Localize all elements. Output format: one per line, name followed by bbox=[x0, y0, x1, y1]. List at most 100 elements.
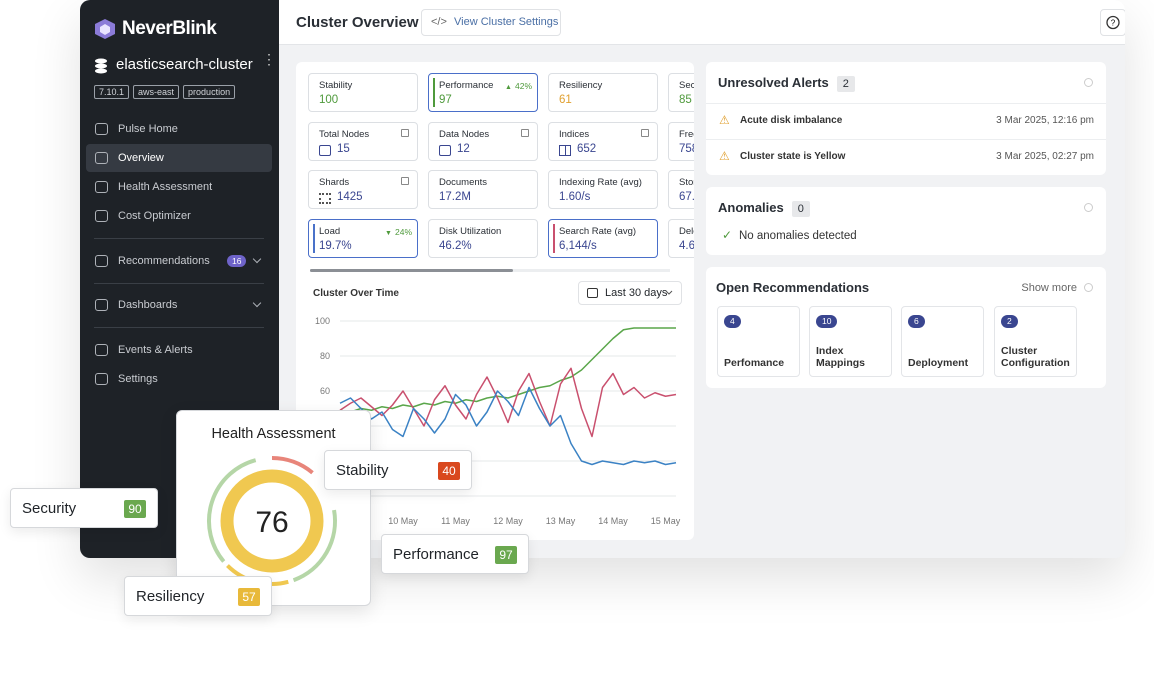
nav-item[interactable]: Events & Alerts bbox=[86, 336, 272, 364]
alert-time: 3 Mar 2025, 12:16 pm bbox=[996, 115, 1094, 126]
logo-icon bbox=[95, 19, 115, 39]
metric-value: 12 bbox=[457, 142, 470, 155]
nav-item[interactable]: Overview bbox=[86, 144, 272, 172]
metric-value: 61 bbox=[559, 94, 572, 106]
metric-tile[interactable]: Stability 100 bbox=[308, 73, 418, 112]
recommendation-tile[interactable]: 10 Index Mappings bbox=[809, 306, 892, 377]
metric-value: 67. bbox=[679, 191, 694, 203]
alert-text: Cluster state is Yellow bbox=[740, 151, 846, 162]
nav-item[interactable]: Recommendations 16 bbox=[86, 247, 272, 275]
metric-icon bbox=[319, 193, 331, 204]
link-icon bbox=[401, 128, 409, 137]
show-more[interactable]: Show more bbox=[1021, 282, 1077, 294]
nav-icon bbox=[95, 299, 108, 311]
metric-tile[interactable]: Load 19.7% ▼ 24% bbox=[308, 218, 418, 258]
nav-item[interactable]: Pulse Home bbox=[86, 115, 272, 143]
rec-label: Cluster Configuration bbox=[1001, 345, 1070, 369]
help-button[interactable]: ? bbox=[1100, 9, 1125, 36]
metric-tile[interactable]: Performance 97 ▲ 42% bbox=[428, 73, 538, 112]
metric-tile[interactable]: Stor 67. bbox=[668, 170, 694, 209]
metric-tile[interactable]: Resiliency 61 bbox=[548, 73, 658, 112]
recommendation-tile[interactable]: 4 Perfomance bbox=[717, 306, 800, 377]
metric-tile[interactable]: Shards 1425 bbox=[308, 170, 418, 209]
nav-icon bbox=[95, 210, 108, 222]
metric-label: Sec bbox=[679, 80, 694, 91]
metric-icon bbox=[439, 144, 451, 156]
header: Cluster Overview </> View Cluster Setting… bbox=[279, 0, 1125, 45]
metric-tile[interactable]: Indexing Rate (avg) 1.60/s bbox=[548, 170, 658, 209]
metric-label: Stability bbox=[319, 80, 353, 91]
recommendation-tile[interactable]: 6 Deployment bbox=[901, 306, 984, 377]
expand[interactable] bbox=[1084, 283, 1093, 292]
metric-tile[interactable]: Data Nodes 12 bbox=[428, 121, 538, 161]
metric-tile[interactable]: Disk Utilization 46.2% bbox=[428, 218, 538, 258]
cluster-icon bbox=[95, 58, 107, 74]
metric-value: 85 bbox=[679, 94, 692, 106]
divider bbox=[706, 139, 1106, 140]
anomalies-count: 0 bbox=[791, 201, 810, 217]
range-select[interactable]: Last 30 days bbox=[578, 281, 682, 305]
rec-count: 10 bbox=[816, 315, 838, 328]
expand[interactable] bbox=[1084, 78, 1093, 87]
score-badge: 97 bbox=[495, 546, 517, 564]
alert-text: Acute disk imbalance bbox=[740, 115, 843, 126]
metric-tile[interactable]: Free 758 bbox=[668, 121, 694, 161]
rec-label: Index Mappings bbox=[816, 345, 865, 369]
nav-icon bbox=[95, 255, 108, 267]
metric-value: 652 bbox=[577, 142, 597, 155]
metric-tile[interactable]: Sec 85 bbox=[668, 73, 694, 112]
metric-value: 4.6 bbox=[679, 239, 694, 252]
outer-arc bbox=[271, 456, 314, 475]
scroll-track bbox=[310, 269, 670, 272]
metric-value: 19.7% bbox=[319, 239, 352, 252]
metric-value: 1425 bbox=[337, 191, 363, 203]
nav-item[interactable]: Health Assessment bbox=[86, 173, 272, 201]
cluster-name: elasticsearch-cluster bbox=[116, 56, 253, 73]
score-pill: Stability 40 bbox=[324, 450, 472, 490]
nav-item[interactable]: Dashboards bbox=[86, 291, 272, 319]
metric-tile[interactable]: Search Rate (avg) 6,144/s bbox=[548, 218, 658, 258]
metric-tile[interactable]: Indices 652 bbox=[548, 121, 658, 161]
nav-badge: 16 bbox=[227, 255, 247, 267]
nav-icon bbox=[95, 181, 108, 193]
alerts-title-text: Unresolved Alerts bbox=[718, 75, 829, 90]
accent-bar bbox=[433, 78, 435, 107]
svg-text:?: ? bbox=[1111, 19, 1116, 28]
metric-label: Performance bbox=[439, 80, 494, 91]
settings-button[interactable]: </> View Cluster Settings bbox=[421, 9, 561, 36]
nav-label: Pulse Home bbox=[118, 123, 178, 135]
scroll-thumb[interactable] bbox=[310, 269, 513, 272]
metric-label: Indexing Rate (avg) bbox=[559, 177, 642, 188]
y-tick-label: 100 bbox=[315, 316, 330, 326]
line-series bbox=[339, 327, 676, 413]
tag: aws-east bbox=[133, 85, 180, 99]
score-pill: Security 90 bbox=[10, 488, 158, 528]
score-label: Security bbox=[22, 500, 77, 517]
metric-tile[interactable]: Documents 17.2M bbox=[428, 170, 538, 209]
health-score: 76 bbox=[255, 506, 288, 539]
range-label: Last 30 days bbox=[605, 287, 668, 299]
anomalies-title: Anomalies 0 bbox=[718, 200, 810, 217]
metric-label: Free bbox=[679, 128, 694, 140]
expand[interactable] bbox=[1084, 203, 1093, 212]
outer-arc bbox=[207, 458, 257, 563]
accent-bar bbox=[553, 223, 555, 253]
alert-time: 3 Mar 2025, 02:27 pm bbox=[996, 151, 1094, 162]
recommendation-tile[interactable]: 2 Cluster Configuration bbox=[994, 306, 1077, 377]
warning-icon: ⚠ bbox=[719, 113, 730, 127]
recommendations-card: Open Recommendations Show more 4 Perfomance… bbox=[706, 267, 1106, 388]
metric-label: Search Rate (avg) bbox=[559, 225, 637, 237]
rec-count: 6 bbox=[908, 315, 925, 328]
nav-item[interactable]: Settings bbox=[86, 365, 272, 393]
chevron bbox=[665, 290, 673, 295]
nav-icon bbox=[95, 152, 108, 164]
nav-item[interactable]: Cost Optimizer bbox=[86, 202, 272, 230]
metric-value: 15 bbox=[337, 142, 350, 155]
metric-tile[interactable]: Total Nodes 15 bbox=[308, 121, 418, 161]
metric-label: Shards bbox=[319, 177, 350, 188]
health-title: Health Assessment bbox=[211, 426, 336, 442]
y-tick-label: 60 bbox=[320, 386, 330, 396]
metric-tile[interactable]: Dele 4.6 bbox=[668, 218, 694, 258]
metric-icon bbox=[559, 144, 571, 156]
